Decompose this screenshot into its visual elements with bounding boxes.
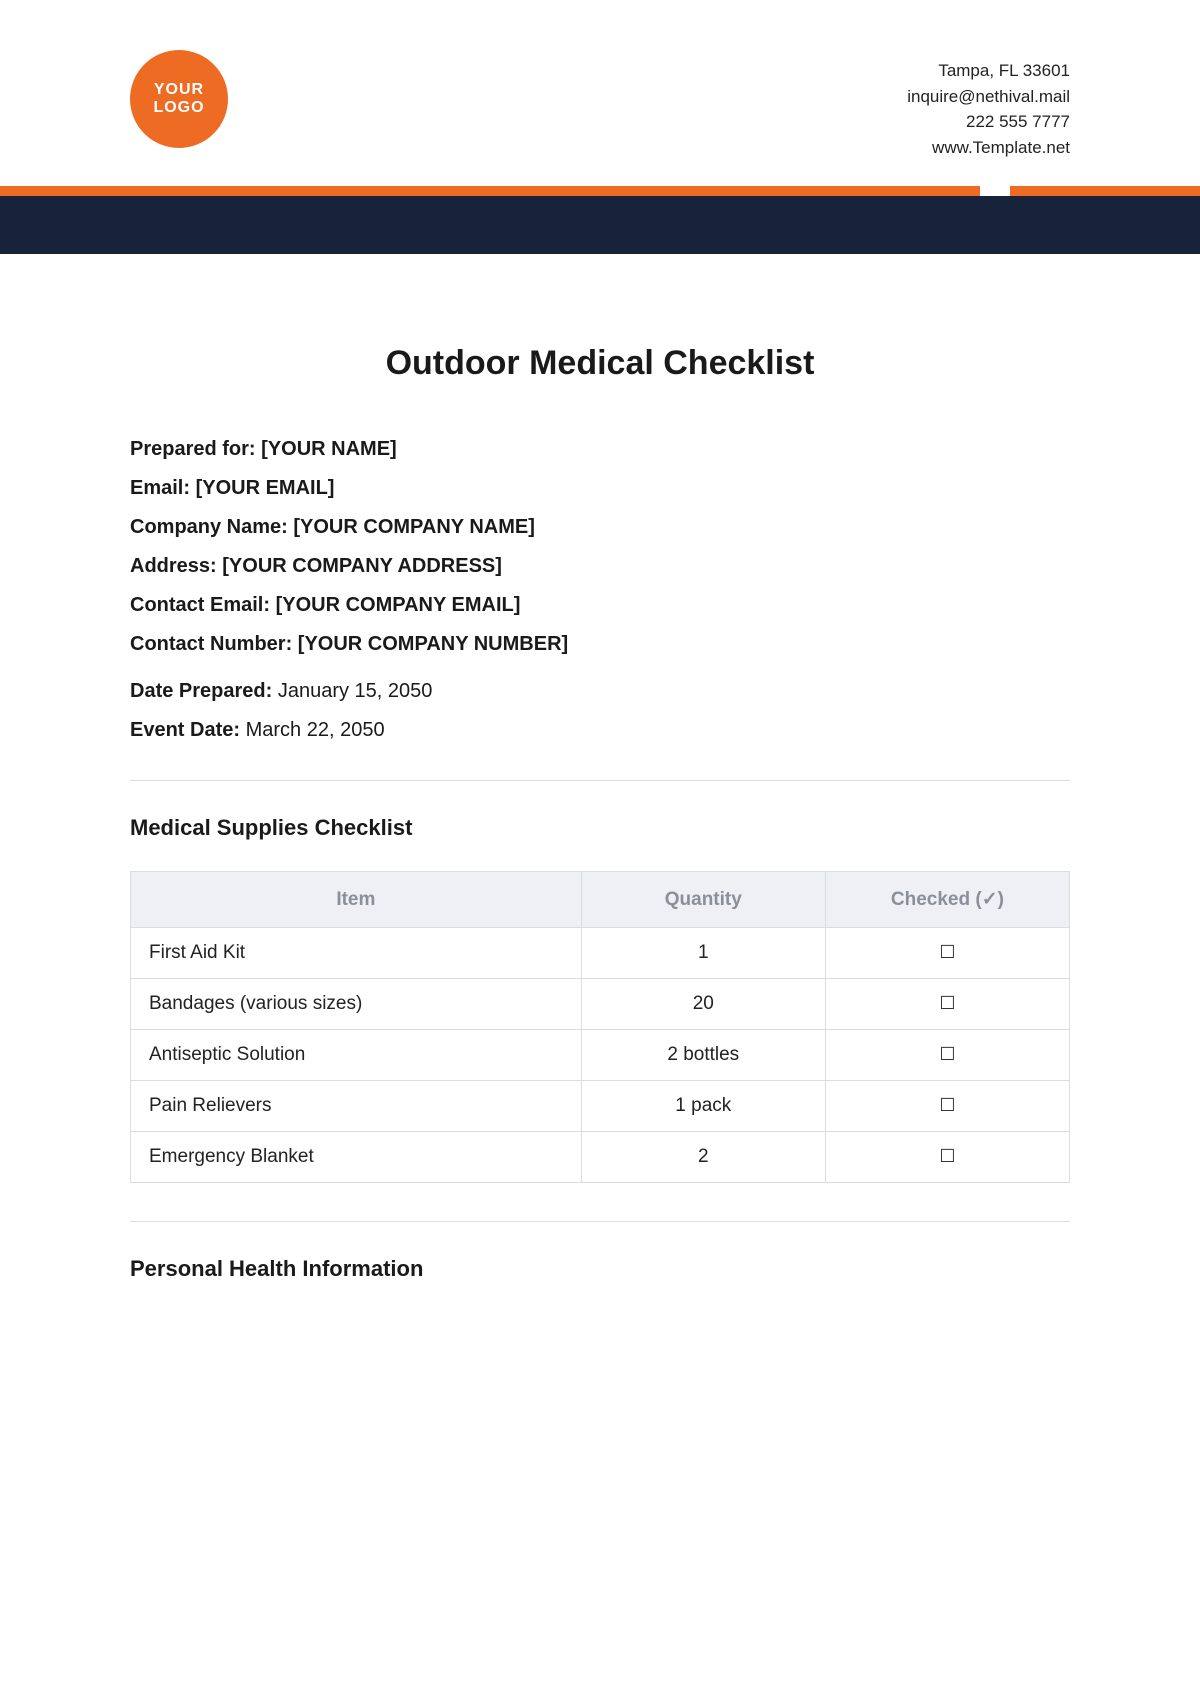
table-row: Antiseptic Solution 2 bottles ☐ — [131, 1030, 1070, 1081]
contact-site: www.Template.net — [907, 135, 1070, 161]
cell-qty: 1 — [581, 928, 825, 979]
info-label: Prepared for: — [130, 438, 256, 460]
cell-qty: 20 — [581, 979, 825, 1030]
info-value: [YOUR NAME] — [261, 438, 397, 460]
info-value: January 15, 2050 — [278, 680, 433, 702]
section-heading-supplies: Medical Supplies Checklist — [130, 815, 1070, 841]
supplies-table: Item Quantity Checked (✓) First Aid Kit … — [130, 871, 1070, 1183]
accent-bar-right — [1010, 186, 1200, 196]
info-address: Address: [YOUR COMPANY ADDRESS] — [130, 555, 1070, 578]
accent-bar-row — [0, 186, 1200, 196]
header-top: YOUR LOGO Tampa, FL 33601 inquire@nethiv… — [0, 0, 1200, 180]
logo-placeholder: YOUR LOGO — [130, 50, 228, 148]
info-date-prepared: Date Prepared: January 15, 2050 — [130, 680, 1070, 703]
cell-item: First Aid Kit — [131, 928, 582, 979]
info-label: Event Date: — [130, 719, 240, 741]
divider — [130, 1221, 1070, 1222]
cell-qty: 2 — [581, 1132, 825, 1183]
cell-qty: 2 bottles — [581, 1030, 825, 1081]
cell-item: Antiseptic Solution — [131, 1030, 582, 1081]
info-block-1: Prepared for: [YOUR NAME] Email: [YOUR E… — [130, 438, 1070, 656]
contact-email: inquire@nethival.mail — [907, 84, 1070, 110]
checkbox-icon: ☐ — [939, 1044, 955, 1064]
table-row: Bandages (various sizes) 20 ☐ — [131, 979, 1070, 1030]
logo-text-2: LOGO — [153, 99, 204, 117]
info-contact-number: Contact Number: [YOUR COMPANY NUMBER] — [130, 633, 1070, 656]
checkbox-icon: ☐ — [939, 1146, 955, 1166]
cell-checked[interactable]: ☐ — [825, 979, 1069, 1030]
info-email: Email: [YOUR EMAIL] — [130, 477, 1070, 500]
info-label: Contact Email: — [130, 594, 270, 616]
logo-text-1: YOUR — [154, 81, 204, 99]
page-title: Outdoor Medical Checklist — [130, 344, 1070, 383]
cell-item: Emergency Blanket — [131, 1132, 582, 1183]
content-area: Outdoor Medical Checklist Prepared for: … — [0, 344, 1200, 1282]
info-value: March 22, 2050 — [246, 719, 385, 741]
info-label: Company Name: — [130, 516, 288, 538]
document-page: YOUR LOGO Tampa, FL 33601 inquire@nethiv… — [0, 0, 1200, 1696]
info-label: Address: — [130, 555, 217, 577]
checkbox-icon: ☐ — [939, 1095, 955, 1115]
divider — [130, 780, 1070, 781]
cell-item: Bandages (various sizes) — [131, 979, 582, 1030]
checkbox-icon: ☐ — [939, 942, 955, 962]
section-heading-personal-health: Personal Health Information — [130, 1256, 1070, 1282]
cell-checked[interactable]: ☐ — [825, 1132, 1069, 1183]
table-header-row: Item Quantity Checked (✓) — [131, 872, 1070, 928]
contact-block: Tampa, FL 33601 inquire@nethival.mail 22… — [907, 58, 1070, 160]
info-label: Email: — [130, 477, 190, 499]
cell-checked[interactable]: ☐ — [825, 1030, 1069, 1081]
info-value: [YOUR COMPANY NAME] — [293, 516, 534, 538]
info-block-2: Date Prepared: January 15, 2050 Event Da… — [130, 680, 1070, 742]
info-event-date: Event Date: March 22, 2050 — [130, 719, 1070, 742]
table-row: Pain Relievers 1 pack ☐ — [131, 1081, 1070, 1132]
info-label: Contact Number: — [130, 633, 292, 655]
col-header-qty: Quantity — [581, 872, 825, 928]
info-value: [YOUR COMPANY EMAIL] — [276, 594, 521, 616]
contact-address: Tampa, FL 33601 — [907, 58, 1070, 84]
col-header-checked: Checked (✓) — [825, 872, 1069, 928]
col-header-item: Item — [131, 872, 582, 928]
contact-phone: 222 555 7777 — [907, 109, 1070, 135]
info-label: Date Prepared: — [130, 680, 272, 702]
accent-bar-left — [0, 186, 980, 196]
info-value: [YOUR EMAIL] — [196, 477, 335, 499]
table-row: First Aid Kit 1 ☐ — [131, 928, 1070, 979]
table-row: Emergency Blanket 2 ☐ — [131, 1132, 1070, 1183]
cell-qty: 1 pack — [581, 1081, 825, 1132]
info-value: [YOUR COMPANY NUMBER] — [298, 633, 568, 655]
cell-checked[interactable]: ☐ — [825, 1081, 1069, 1132]
info-value: [YOUR COMPANY ADDRESS] — [222, 555, 502, 577]
navy-bar — [0, 196, 1200, 254]
checkbox-icon: ☐ — [939, 993, 955, 1013]
cell-item: Pain Relievers — [131, 1081, 582, 1132]
info-company-name: Company Name: [YOUR COMPANY NAME] — [130, 516, 1070, 539]
cell-checked[interactable]: ☐ — [825, 928, 1069, 979]
info-prepared-for: Prepared for: [YOUR NAME] — [130, 438, 1070, 461]
info-contact-email: Contact Email: [YOUR COMPANY EMAIL] — [130, 594, 1070, 617]
